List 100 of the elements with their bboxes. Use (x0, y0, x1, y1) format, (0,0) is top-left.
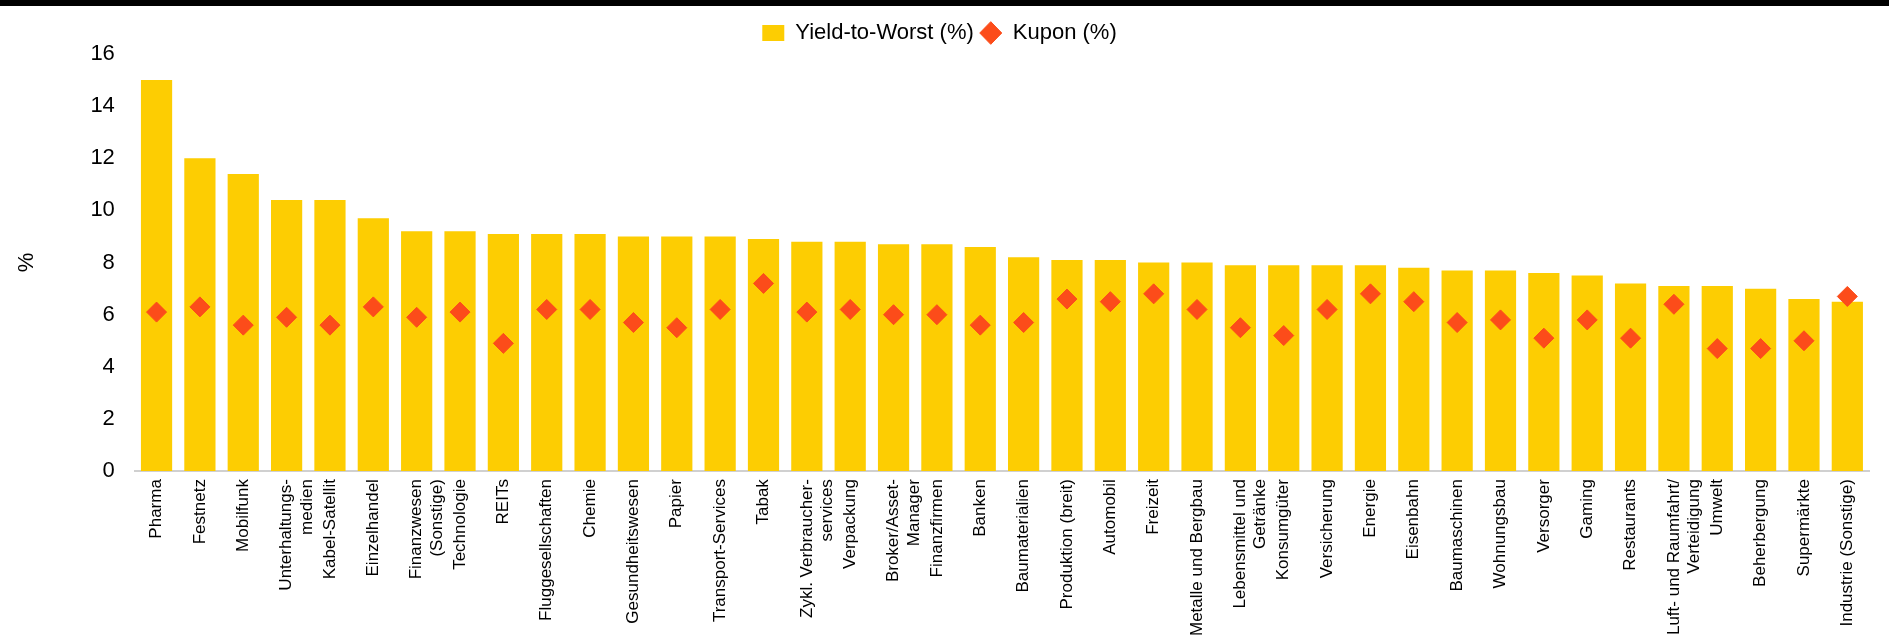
point (146, 301, 168, 323)
bar (1354, 265, 1387, 472)
x-tick-label: Finanzfirmen (926, 479, 946, 578)
x-tick-label: Automobil (1100, 479, 1120, 555)
bar (747, 239, 780, 472)
bar (1094, 259, 1126, 472)
x-tick-label: Wohnungsbau (1490, 479, 1510, 589)
point (1403, 291, 1425, 313)
bar (834, 241, 866, 472)
bar (1224, 265, 1256, 472)
y-tick-label: 10 (90, 196, 115, 222)
bar (1528, 272, 1560, 472)
bar (1571, 275, 1603, 472)
point (1186, 298, 1208, 320)
x-tick-label: Produktion (breit) (1056, 479, 1076, 610)
x-tick-label: Transport-Services (709, 479, 729, 623)
x-tick-label: Supermärkte (1793, 479, 1813, 577)
x-tick-label: Verpackung (839, 479, 859, 569)
bar (1441, 270, 1473, 472)
point (926, 304, 948, 326)
point (1143, 283, 1165, 305)
point (666, 317, 688, 339)
point (839, 298, 861, 320)
x-tick-label: Unterhaltungs- medien (276, 479, 316, 591)
x-tick-label: Tabak (753, 478, 773, 525)
bar (877, 244, 910, 472)
point (1706, 338, 1728, 360)
point (406, 306, 428, 328)
x-tick-label: Luft- und Raumfahrt/ Verteidigung (1663, 478, 1703, 636)
x-tick-label: Papier (666, 478, 686, 529)
point (1620, 327, 1642, 349)
bar (791, 241, 823, 472)
point (1229, 317, 1251, 339)
bar (661, 236, 693, 472)
point (1576, 309, 1598, 331)
bar (140, 80, 173, 472)
point (276, 306, 298, 328)
point (1490, 309, 1511, 331)
bar (1051, 259, 1083, 472)
point (1836, 285, 1858, 307)
bar (1008, 257, 1040, 472)
x-tick-label: Versicherung (1316, 479, 1336, 579)
x-tick-label: Umwelt (1706, 478, 1726, 536)
bar (1745, 288, 1777, 472)
point (1359, 283, 1381, 305)
bar (401, 231, 433, 472)
y-tick-label: 0 (102, 457, 115, 483)
legend-label: Kupon (%) (1012, 19, 1117, 45)
x-tick-label: Banken (969, 479, 989, 537)
point (1446, 312, 1468, 334)
point (1013, 312, 1035, 334)
x-tick-label: Restaurants (1620, 479, 1640, 571)
y-tick-label: 16 (90, 40, 115, 66)
x-tick-label: Einzelhandel (363, 479, 382, 577)
bar (184, 158, 216, 472)
x-tick-label: Gaming (1576, 479, 1596, 539)
y-tick-label: 6 (102, 300, 115, 326)
bar (487, 233, 519, 472)
point (449, 301, 471, 323)
bar (1701, 286, 1733, 472)
point (883, 304, 905, 326)
bar (921, 244, 953, 472)
point (1793, 330, 1815, 352)
x-tick-label: Freizeit (1143, 478, 1163, 535)
bar (1831, 301, 1863, 472)
bar (574, 233, 606, 472)
point (969, 314, 991, 336)
bar (1658, 286, 1690, 472)
x-tick-label: Versorger (1533, 478, 1553, 553)
x-tick-label: Chemie (579, 479, 599, 538)
x-tick-label: Mobilfunk (232, 478, 252, 552)
bar (704, 236, 736, 472)
bar (1484, 270, 1517, 472)
y-tick-label: 12 (90, 144, 115, 170)
x-tick-label: Konsumgüter (1273, 478, 1293, 581)
point (362, 296, 384, 318)
bar (1311, 265, 1343, 472)
bar (1138, 262, 1170, 472)
x-tick-label: Eisenbahn (1403, 479, 1423, 560)
point (709, 298, 731, 320)
point (752, 272, 774, 294)
bar (1788, 299, 1820, 472)
point (1533, 327, 1555, 349)
point (1750, 338, 1772, 360)
x-tick-label: Kabel-Satellit (319, 478, 339, 580)
bar (1614, 283, 1647, 472)
x-tick-label: REITs (493, 479, 513, 525)
bar (271, 199, 303, 472)
bar (964, 246, 996, 472)
x-tick-label: Industrie (Sonstige) (1837, 479, 1857, 627)
bar (1398, 267, 1430, 472)
bar (617, 236, 650, 472)
x-tick-label: Baumaterialien (1013, 479, 1033, 593)
bar (1268, 265, 1300, 472)
point (796, 301, 818, 323)
point (579, 298, 601, 320)
x-tick-label: Finanzwesen (Sonstige) (406, 479, 446, 580)
x-tick-label: Gesundheitswesen (623, 479, 643, 624)
legend-label: Yield-to-Worst (%) (795, 19, 974, 45)
bar (357, 218, 389, 472)
